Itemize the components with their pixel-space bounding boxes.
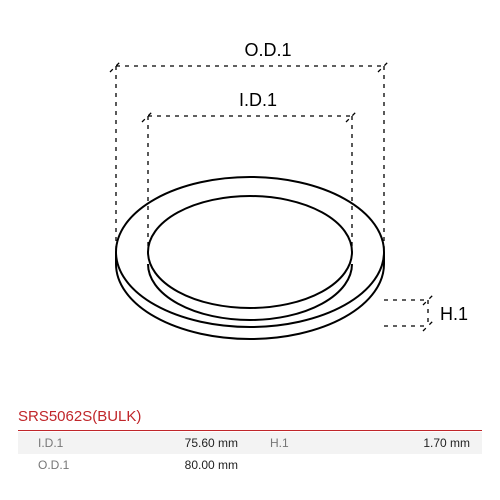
svg-text:H.1: H.1	[440, 304, 468, 324]
spec-row: I.D.1 75.60 mm H.1 1.70 mm	[18, 432, 482, 454]
spec-value-od1: 80.00 mm	[108, 458, 250, 472]
spec-row: O.D.1 80.00 mm	[18, 454, 482, 476]
svg-text:I.D.1: I.D.1	[239, 90, 277, 110]
spec-value-h1: 1.70 mm	[330, 436, 482, 450]
divider	[18, 430, 482, 431]
spec-label-h1: H.1	[250, 436, 330, 450]
svg-text:O.D.1: O.D.1	[244, 40, 291, 60]
spec-label-od1: O.D.1	[18, 458, 108, 472]
spec-table: I.D.1 75.60 mm H.1 1.70 mm O.D.1 80.00 m…	[18, 432, 482, 476]
spec-label-id1: I.D.1	[18, 436, 108, 450]
technical-diagram: O.D.1 I.D.1 H.1	[0, 0, 500, 400]
part-number: SRS5062S(BULK)	[18, 408, 141, 425]
spec-value-id1: 75.60 mm	[108, 436, 250, 450]
